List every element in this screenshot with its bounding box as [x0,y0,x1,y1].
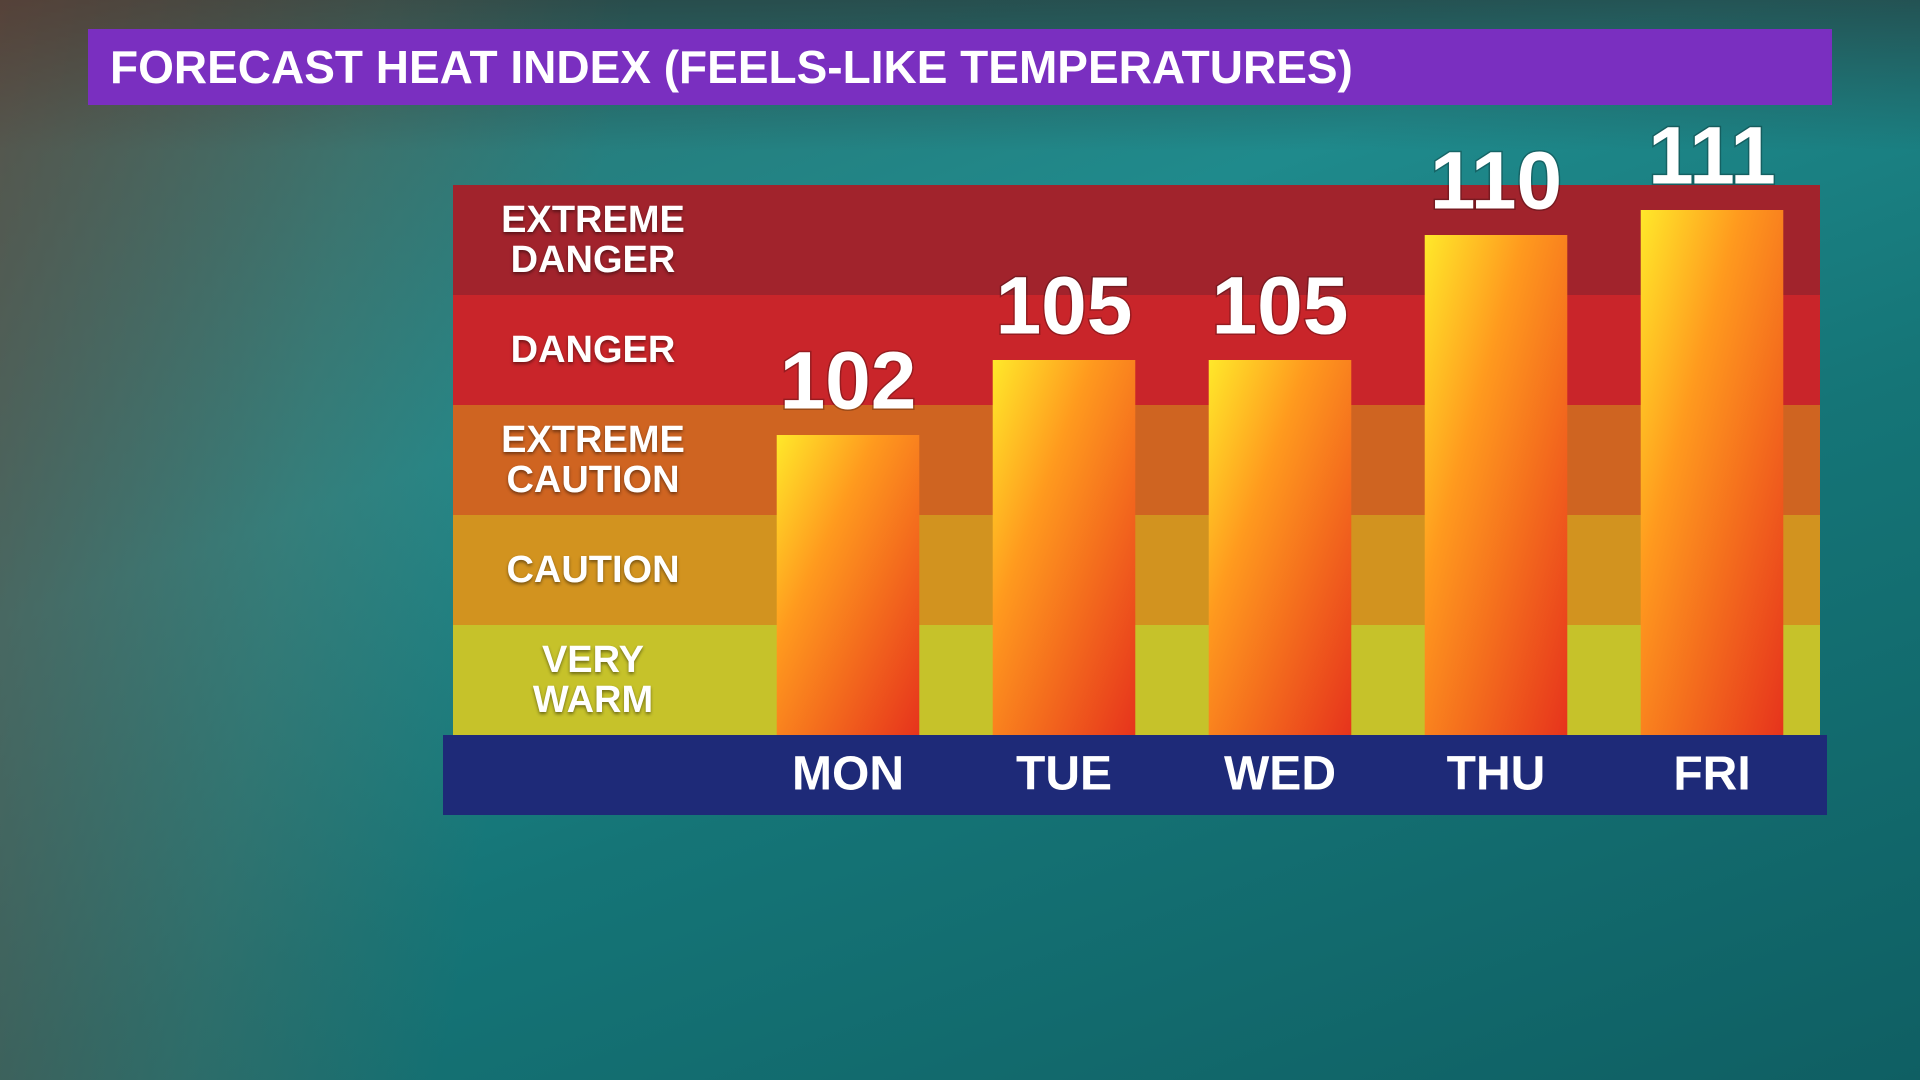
band-label: DANGER [510,329,676,371]
band-label: EXTREME DANGER [501,199,685,281]
bar [776,435,920,735]
heat-band [453,185,1820,295]
category-bar [443,735,1827,815]
band-label: VERY WARM [532,639,654,721]
value-label: 102 [780,336,917,427]
bar [1208,360,1352,735]
x-tick-label: THU [1447,748,1546,801]
x-tick-label: TUE [1016,748,1112,801]
value-label: 110 [1430,136,1562,227]
heat-band [453,405,1820,515]
heat-band [453,625,1820,735]
x-tick-label: MON [792,748,904,801]
x-tick-label: FRI [1673,748,1750,801]
heat-band [453,295,1820,405]
value-label: 105 [996,261,1133,352]
band-label: CAUTION [506,549,680,591]
x-tick-label: WED [1224,748,1336,801]
band-label: EXTREME CAUTION [501,419,685,501]
bar [1640,210,1784,735]
heat-band [453,515,1820,625]
value-label: 111 [1648,111,1776,202]
chart-title: FORECAST HEAT INDEX (FEELS-LIKE TEMPERAT… [88,29,1832,105]
bar [1424,235,1568,735]
value-label: 105 [1212,261,1349,352]
bar [992,360,1136,735]
